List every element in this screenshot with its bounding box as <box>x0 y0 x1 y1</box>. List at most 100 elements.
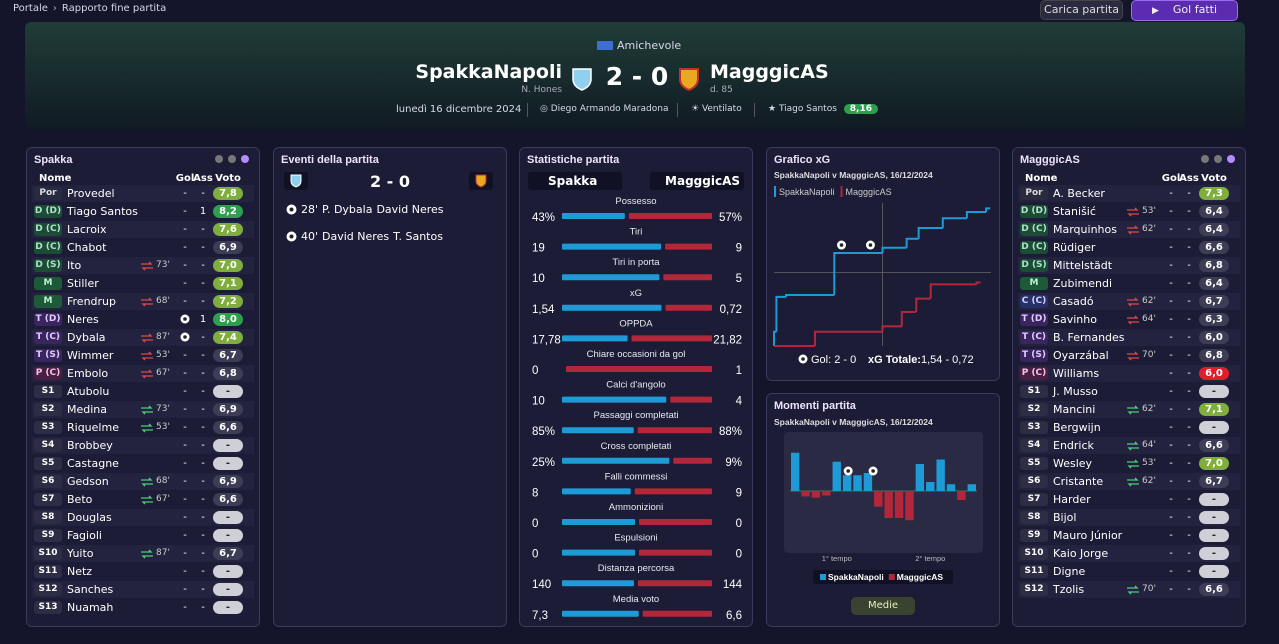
stat-value: 1,54 <box>532 304 555 316</box>
home-crest <box>572 68 592 91</box>
player-name[interactable]: Harder <box>1053 493 1091 506</box>
rating: - <box>1199 547 1229 560</box>
momentum-bar <box>801 491 810 497</box>
position-badge: S5 <box>1020 457 1048 470</box>
player-name[interactable]: Sanches <box>67 583 114 596</box>
divider <box>677 103 678 117</box>
sub-minute: 62' <box>1142 296 1156 306</box>
xg-step <box>941 217 967 229</box>
player-row: D (D) Stanišić 53' - -6,4 <box>1018 203 1240 220</box>
player-name[interactable]: Ito <box>67 259 82 272</box>
player-name[interactable]: Williams <box>1053 367 1100 380</box>
goals: - <box>1169 260 1173 271</box>
player-name[interactable]: Tiago Santos <box>67 205 138 218</box>
legend-swatch <box>888 574 895 580</box>
position-badge: S6 <box>34 475 62 488</box>
player-name[interactable]: Cristante <box>1053 475 1104 488</box>
player-name[interactable]: Tzolis <box>1053 583 1085 596</box>
xg-step <box>775 295 787 332</box>
player-name[interactable]: Mittelstädt <box>1053 259 1113 272</box>
player-name[interactable]: Fagioli <box>67 529 102 542</box>
team-name: MagggicAS <box>665 174 740 188</box>
player-name[interactable]: Embolo <box>67 367 109 380</box>
sub-icon <box>1127 441 1139 451</box>
player-name[interactable]: Kaio Jorge <box>1053 547 1109 560</box>
goals: - <box>183 242 187 253</box>
player-name[interactable]: Netz <box>67 565 93 578</box>
player-name[interactable]: Rüdiger <box>1053 241 1096 254</box>
position-badge: S12 <box>34 583 62 596</box>
competition: Amichevole <box>617 39 682 52</box>
player-name[interactable]: A. Becker <box>1053 187 1105 200</box>
legend-swatch <box>840 186 843 197</box>
goals-button[interactable]: ▶ Gol fatti <box>1131 0 1238 21</box>
player-name[interactable]: Brobbey <box>67 439 113 452</box>
player-name[interactable]: Wesley <box>1053 457 1093 470</box>
goals: - <box>183 476 187 487</box>
player-name[interactable]: Mauro Júnior <box>1053 529 1123 542</box>
rating: 6,7 <box>1199 475 1229 488</box>
player-name[interactable]: Riquelme <box>67 421 119 434</box>
player-name[interactable]: B. Fernandes <box>1053 331 1125 344</box>
stat-bar-away <box>631 335 712 342</box>
player-name[interactable]: Casadó <box>1053 295 1094 308</box>
stat-label: Passaggi completati <box>593 410 678 421</box>
stat-bar-home <box>562 335 628 342</box>
player-row: S11 Netz - - - <box>32 563 254 580</box>
goals: - <box>183 350 187 361</box>
player-name[interactable]: Stiller <box>67 277 99 290</box>
rating: 7,6 <box>213 223 243 236</box>
sub-arrow-out <box>141 261 153 271</box>
position-badge: T (D) <box>1020 313 1048 326</box>
stat-value: 25% <box>532 457 555 469</box>
player-name[interactable]: Neres <box>67 313 99 326</box>
player-name[interactable]: Chabot <box>67 241 107 254</box>
player-name[interactable]: Frendrup <box>67 295 117 308</box>
player-name[interactable]: Yuito <box>67 547 94 560</box>
player-name[interactable]: Lacroix <box>67 223 107 236</box>
player-name[interactable]: Douglas <box>67 511 112 524</box>
player-name[interactable]: Atubolu <box>67 385 110 398</box>
player-name[interactable]: Marquinhos <box>1053 223 1117 236</box>
goals: - <box>183 224 187 235</box>
player-name[interactable]: Wimmer <box>67 349 114 362</box>
player-name[interactable]: Zubimendi <box>1053 277 1113 290</box>
assists: - <box>1187 440 1191 451</box>
player-row: S6 Cristante 62' - -6,7 <box>1018 473 1240 490</box>
assists: - <box>201 494 205 505</box>
player-name[interactable]: Savinho <box>1053 313 1097 326</box>
player-name[interactable]: Oyarzábal <box>1053 349 1109 362</box>
player-name[interactable]: Bijol <box>1053 511 1077 524</box>
player-row: S3 Bergwijn - - - <box>1018 419 1240 436</box>
player-row: S12 Sanches - - - <box>32 581 254 598</box>
rating: - <box>213 457 243 470</box>
player-row: D (S) Mittelstädt - -6,8 <box>1018 257 1240 274</box>
player-name[interactable]: Stanišić <box>1053 205 1096 218</box>
player-name[interactable]: Medina <box>67 403 108 416</box>
xg-step <box>975 281 981 285</box>
player-name[interactable]: Gedson <box>67 475 109 488</box>
goals: - <box>1169 224 1173 235</box>
player-name[interactable]: Nuamah <box>67 601 114 614</box>
player-name[interactable]: Dybala <box>67 331 106 344</box>
player-name[interactable]: J. Musso <box>1053 385 1098 398</box>
load-button[interactable]: Carica partita <box>1040 0 1123 20</box>
player-name[interactable]: Endrick <box>1053 439 1094 452</box>
player-name[interactable]: Provedel <box>67 187 115 200</box>
player-name[interactable]: Bergwijn <box>1053 421 1101 434</box>
averages-button[interactable]: Medie <box>851 597 915 615</box>
crumb[interactable]: Portale <box>13 3 48 14</box>
stat-bar-away <box>566 366 712 372</box>
player-name[interactable]: Castagne <box>67 457 119 470</box>
rating: 6,9 <box>213 403 243 416</box>
player-name[interactable]: Digne <box>1053 565 1086 578</box>
player-name[interactable]: Mancini <box>1053 403 1096 416</box>
sub-icon <box>141 333 153 343</box>
xg-chart: SpakkaNapoli v MagggicAS, 16/12/2024 Spak… <box>773 170 991 366</box>
stat-label: Espulsioni <box>614 533 657 544</box>
player-row: S1 J. Musso - - - <box>1018 383 1240 400</box>
assists: - <box>201 566 205 577</box>
player-name[interactable]: Beto <box>67 493 93 506</box>
sub-arrow-out <box>1127 585 1139 595</box>
crest <box>469 172 493 190</box>
